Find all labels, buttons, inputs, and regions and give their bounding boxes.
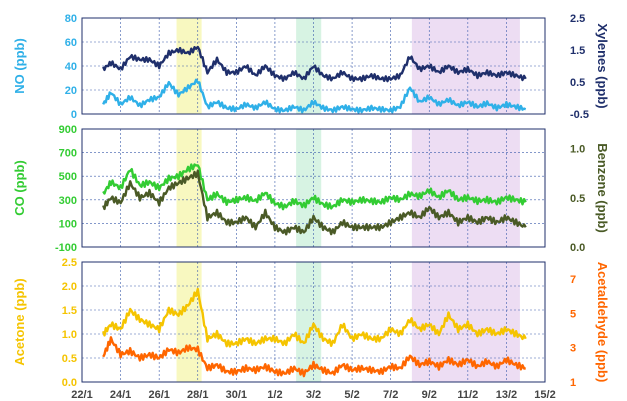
highlight-band <box>176 262 202 382</box>
left-tick-label: 500 <box>59 171 77 183</box>
x-tick-label: 5/2 <box>344 389 359 401</box>
right-tick-label: 7 <box>570 274 576 286</box>
series-line-bottom-right <box>102 336 526 378</box>
panel-bottom: 0.0 0.5 1.0 1.5 2.0 2.5 1 3 5 7 Acetone (ppb) Aceta… <box>12 257 610 401</box>
x-tick-label: 15/2 <box>534 389 555 401</box>
panel-middle: -100 100 300 500 700 900 0.0 0.5 1.0 CO (ppb) Benz… <box>12 124 610 254</box>
right-axis-label: Benzene (ppb) <box>595 143 610 233</box>
x-tick-label: 28/1 <box>187 389 208 401</box>
left-tick-label: 300 <box>59 195 77 207</box>
series-line-top-left <box>102 78 527 114</box>
left-tick-label: 80 <box>65 13 77 25</box>
right-tick-label: 0.5 <box>570 193 585 205</box>
highlight-band <box>176 129 202 247</box>
x-tick-label: 1/2 <box>267 389 282 401</box>
left-tick-label: 1.5 <box>62 305 77 317</box>
right-tick-label: 0.0 <box>570 242 585 254</box>
plot-frame <box>81 17 546 115</box>
right-tick-label: 1.5 <box>570 45 585 57</box>
left-tick-label: 100 <box>59 218 77 230</box>
left-axis-label: Acetone (ppb) <box>12 278 27 365</box>
left-tick-label: 1.0 <box>62 329 77 341</box>
right-tick-label: 3 <box>570 343 576 355</box>
plot-frame <box>81 261 546 383</box>
right-axis-label: Acetaldehyde (ppb) <box>595 262 610 383</box>
right-tick-label: 1 <box>570 377 576 389</box>
x-tick-label: 9/2 <box>422 389 437 401</box>
right-tick-label: 1.0 <box>570 144 585 156</box>
series-line-top-right <box>102 45 527 83</box>
left-axis-label: NO (ppb) <box>12 38 27 94</box>
x-tick-label: 13/2 <box>496 389 517 401</box>
series-line-middle-right <box>102 169 527 236</box>
left-axis-label: CO (ppb) <box>12 160 27 216</box>
plot-frame <box>81 128 546 248</box>
left-tick-label: 700 <box>59 148 77 160</box>
series-line-bottom-left <box>102 287 527 348</box>
left-tick-label: 900 <box>59 124 77 136</box>
x-tick-label: 22/1 <box>71 389 92 401</box>
x-tick-label: 11/2 <box>457 389 478 401</box>
left-tick-label: 2.5 <box>62 257 77 269</box>
highlight-band <box>176 18 202 114</box>
x-tick-label: 7/2 <box>383 389 398 401</box>
left-tick-label: 0.5 <box>62 353 77 365</box>
right-tick-label: 5 <box>570 308 576 320</box>
series-line-middle-left <box>102 163 527 211</box>
left-tick-label: 60 <box>65 37 77 49</box>
x-tick-label: 30/1 <box>226 389 247 401</box>
x-tick-label: 3/2 <box>306 389 321 401</box>
left-tick-label: 2.0 <box>62 281 77 293</box>
right-tick-label: -0.5 <box>570 109 589 121</box>
x-tick-label: 24/1 <box>110 389 131 401</box>
right-tick-label: 2.5 <box>570 13 585 25</box>
left-tick-label: -100 <box>55 242 77 254</box>
highlight-band <box>411 129 520 247</box>
left-tick-label: 0.0 <box>62 377 77 389</box>
left-tick-label: 20 <box>65 85 77 97</box>
x-tick-label: 26/1 <box>148 389 169 401</box>
left-tick-label: 0 <box>71 109 77 121</box>
left-tick-label: 40 <box>65 61 77 73</box>
panel-top: 0 20 40 60 80 -0.5 0.5 1.5 2.5 NO (ppb) Xylenes (p… <box>12 13 610 121</box>
right-tick-label: 0.5 <box>570 77 585 89</box>
highlight-band <box>296 262 322 382</box>
highlight-band <box>296 18 322 114</box>
right-axis-label: Xylenes (ppb) <box>595 23 610 108</box>
